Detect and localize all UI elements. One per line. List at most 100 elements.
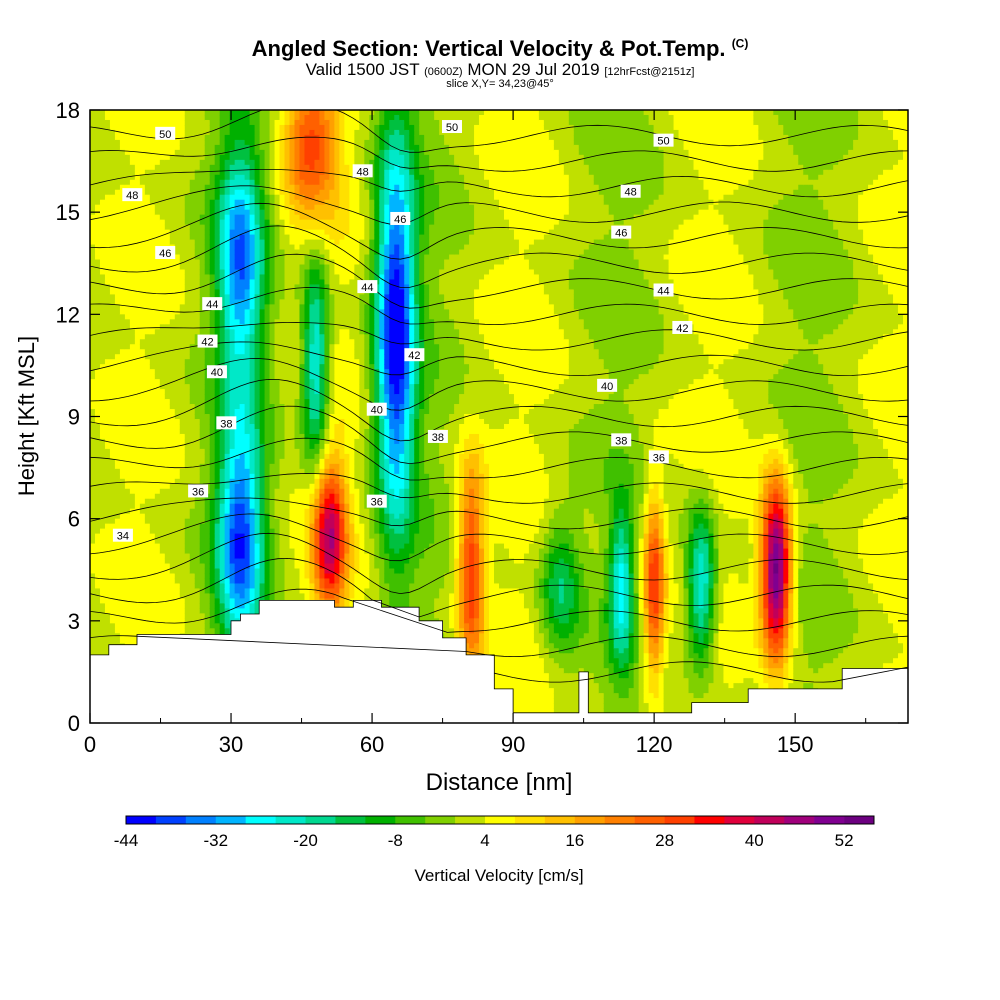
velocity-cell [269,154,276,161]
velocity-cell [289,139,296,146]
velocity-cell [124,244,131,251]
velocity-cell [259,369,266,375]
velocity-cell [209,239,216,246]
velocity-cell [204,264,211,271]
velocity-cell [204,478,211,485]
velocity-cell [184,234,191,241]
velocity-cell [174,139,181,146]
velocity-cell [244,314,251,320]
velocity-cell [179,199,186,206]
velocity-cell [134,234,141,241]
velocity-cell [154,279,161,286]
velocity-cell [119,578,126,585]
velocity-cell [229,194,236,201]
velocity-cell [239,329,246,335]
velocity-cell [249,553,256,560]
velocity-cell [279,354,286,360]
velocity-cell [124,254,131,261]
velocity-cell [209,603,216,609]
velocity-cell [139,114,146,121]
velocity-cell [104,294,111,300]
velocity-cell [259,154,266,161]
velocity-cell [119,159,126,166]
velocity-cell [224,114,231,121]
velocity-cell [154,179,161,186]
velocity-cell [174,129,181,136]
velocity-cell [164,488,171,495]
velocity-cell [234,139,241,146]
velocity-cell [119,139,126,146]
velocity-cell [194,319,201,325]
velocity-cell [264,329,271,335]
velocity-cell [289,324,296,330]
velocity-cell [179,239,186,246]
velocity-cell [154,483,161,490]
velocity-cell [284,209,291,216]
velocity-cell [189,468,196,475]
velocity-cell [264,488,271,495]
velocity-cell [174,513,181,520]
velocity-cell [149,359,156,365]
velocity-cell [94,174,101,181]
velocity-cell [274,209,281,216]
velocity-cell [164,628,171,634]
velocity-cell [189,339,196,345]
velocity-cell [264,279,271,286]
velocity-cell [109,513,116,520]
velocity-cell [234,314,241,320]
velocity-cell [129,603,136,609]
velocity-cell [109,194,116,201]
velocity-cell [174,319,181,325]
velocity-cell [289,394,296,400]
velocity-cell [234,189,241,196]
velocity-cell [169,359,176,365]
velocity-cell [179,284,186,291]
velocity-cell [94,443,101,450]
velocity-cell [189,573,196,580]
velocity-cell [234,443,241,450]
velocity-cell [239,404,246,410]
velocity-cell [194,164,201,171]
velocity-cell [254,169,261,176]
velocity-cell [219,284,226,291]
velocity-cell [224,224,231,231]
velocity-cell [259,523,266,530]
velocity-cell [174,374,181,380]
velocity-cell [164,508,171,515]
velocity-cell [289,374,296,380]
velocity-cell [144,239,151,246]
velocity-cell [134,508,141,515]
velocity-cell [139,443,146,450]
velocity-cell [204,149,211,156]
velocity-cell [129,473,136,480]
velocity-cell [199,219,206,226]
velocity-cell [109,149,116,156]
velocity-cell [119,339,126,345]
velocity-cell [229,344,236,350]
velocity-cell [199,394,206,400]
velocity-cell [169,354,176,360]
velocity-cell [224,583,231,590]
velocity-cell [179,304,186,310]
velocity-cell [109,189,116,196]
velocity-cell [119,448,126,455]
velocity-cell [119,563,126,570]
velocity-cell [284,558,291,565]
velocity-cell [109,538,116,545]
velocity-cell [284,114,291,121]
velocity-cell [234,154,241,161]
velocity-cell [99,169,106,176]
velocity-cell [99,119,106,126]
velocity-cell [269,483,276,490]
velocity-cell [219,389,226,395]
velocity-cell [119,523,126,530]
velocity-cell [199,433,206,440]
velocity-cell [249,304,256,310]
velocity-cell [129,319,136,325]
velocity-cell [179,593,186,599]
velocity-cell [179,354,186,360]
velocity-cell [209,493,216,500]
velocity-cell [284,409,291,415]
velocity-cell [174,134,181,141]
velocity-cell [189,199,196,206]
